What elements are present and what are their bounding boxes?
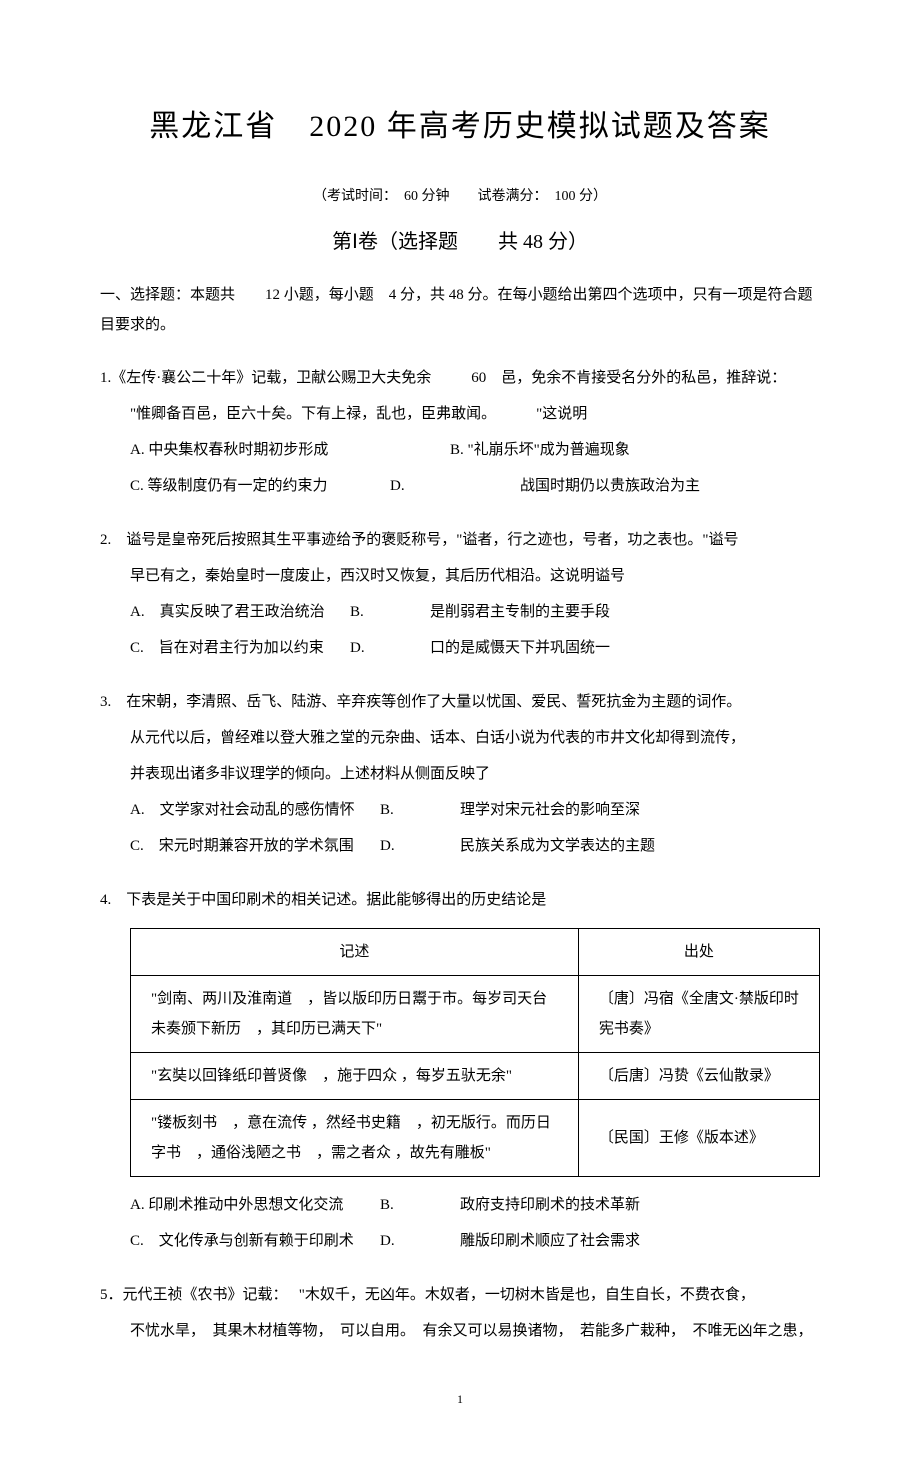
page-title: 黑龙江省 2020 年高考历史模拟试题及答案	[100, 100, 820, 154]
exam-info: （考试时间： 60 分钟 试卷满分： 100 分）	[100, 184, 820, 209]
q1-option-c: C. 等级制度仍有一定的约束力	[130, 468, 390, 504]
q1-stem-1a: 1.《左传·襄公二十年》记载，卫献公赐卫大夫免余	[100, 370, 431, 386]
q2-stem-1: 2. 谥号是皇帝死后按照其生平事迹给予的褒贬称号，"谥者，行之迹也，号者，功之表…	[100, 522, 820, 558]
q4-table-r2c1: "玄奘以回锋纸印普贤像 ，施于四众 ，每岁五驮无余"	[131, 1053, 579, 1100]
q3-option-a: A. 文学家对社会动乱的感伤情怀	[130, 792, 380, 828]
q4-table-r1c1: "剑南、两川及淮南道 ，皆以版印历日鬻于市。每岁司天台未奏颁下新历 ，其印历已满…	[131, 976, 579, 1053]
q3-option-d-text: 民族关系成为文学表达的主题	[460, 828, 655, 864]
q1-stem-2a: "惟卿备百邑，臣六十矣。下有上禄，乱也，臣弗敢闻。	[130, 406, 496, 422]
q1-option-d-text: 战国时期仍以贵族政治为主	[520, 468, 700, 504]
question-3: 3. 在宋朝，李清照、岳飞、陆游、辛弃疾等创作了大量以忧国、爱民、誓死抗金为主题…	[100, 684, 820, 864]
section-title: 第Ⅰ卷（选择题 共 48 分）	[100, 224, 820, 260]
q4-table-header-2: 出处	[578, 929, 819, 976]
question-5: 5．元代王祯《农书》记载： "木奴千，无凶年。木奴者，一切树木皆是也，自生自长，…	[100, 1277, 820, 1349]
q5-stem-2: 不忧水旱， 其果木材植等物， 可以自用。 有余又可以易换诸物， 若能多广栽种， …	[100, 1313, 820, 1349]
q4-stem: 4. 下表是关于中国印刷术的相关记述。据此能够得出的历史结论是	[100, 882, 820, 918]
q4-table-r2c2: 〔后唐〕冯贽《云仙散录》	[578, 1053, 819, 1100]
q5-stem-1: 5．元代王祯《农书》记载： "木奴千，无凶年。木奴者，一切树木皆是也，自生自长，…	[100, 1277, 820, 1313]
question-4: 4. 下表是关于中国印刷术的相关记述。据此能够得出的历史结论是 记述 出处 "剑…	[100, 882, 820, 1259]
q4-option-b-label: B.	[380, 1187, 420, 1223]
q4-table-r3c2: 〔民国〕王修《版本述》	[578, 1100, 819, 1177]
question-1: 1.《左传·襄公二十年》记载，卫献公赐卫大夫免余 60 邑，免余不肯接受名分外的私…	[100, 360, 820, 504]
q1-stem-1b: 60 邑，免余不肯接受名分外的私邑，推辞说：	[471, 370, 786, 386]
q2-option-a: A. 真实反映了君王政治统治	[130, 594, 350, 630]
q4-option-d-text: 雕版印刷术顺应了社会需求	[460, 1223, 640, 1259]
q2-stem-2: 早已有之，秦始皇时一度废止，西汉时又恢复，其后历代相沿。这说明谥号	[100, 558, 820, 594]
q3-option-b-text: 理学对宋元社会的影响至深	[460, 792, 640, 828]
q3-stem-1: 3. 在宋朝，李清照、岳飞、陆游、辛弃疾等创作了大量以忧国、爱民、誓死抗金为主题…	[100, 684, 820, 720]
page-number: 1	[100, 1389, 820, 1411]
q1-option-d-label: D.	[390, 468, 430, 504]
q4-option-a: A. 印刷术推动中外思想文化交流	[130, 1187, 380, 1223]
q4-table-r3c1: "镂板刻书 ，意在流传 ，然经书史籍 ，初无版行。而历日字书 ，通俗浅陋之书 ，…	[131, 1100, 579, 1177]
q3-option-b-label: B.	[380, 792, 420, 828]
q3-option-c: C. 宋元时期兼容开放的学术氛围	[130, 828, 380, 864]
q2-option-d-label: D.	[350, 630, 390, 666]
q1-option-b: B. "礼崩乐坏"成为普遍现象	[450, 432, 630, 468]
q2-option-c: C. 旨在对君主行为加以约束	[130, 630, 350, 666]
q3-stem-3: 并表现出诸多非议理学的倾向。上述材料从侧面反映了	[100, 756, 820, 792]
q1-stem-2b: "这说明	[536, 406, 587, 422]
q2-option-b-label: B.	[350, 594, 390, 630]
instructions: 一、选择题：本题共 12 小题，每小题 4 分，共 48 分。在每小题给出第四个…	[100, 280, 820, 340]
question-2: 2. 谥号是皇帝死后按照其生平事迹给予的褒贬称号，"谥者，行之迹也，号者，功之表…	[100, 522, 820, 666]
q3-stem-2: 从元代以后，曾经难以登大雅之堂的元杂曲、话本、白话小说为代表的市井文化却得到流传…	[100, 720, 820, 756]
q3-option-d-label: D.	[380, 828, 420, 864]
q4-table: 记述 出处 "剑南、两川及淮南道 ，皆以版印历日鬻于市。每岁司天台未奏颁下新历 …	[130, 928, 820, 1177]
q4-table-r1c2: 〔唐〕冯宿《全唐文·禁版印时宪书奏》	[578, 976, 819, 1053]
q4-option-c: C. 文化传承与创新有赖于印刷术	[130, 1223, 380, 1259]
q4-table-header-1: 记述	[131, 929, 579, 976]
q2-option-b-text: 是削弱君主专制的主要手段	[430, 594, 610, 630]
q1-option-a: A. 中央集权春秋时期初步形成	[130, 432, 450, 468]
q4-option-d-label: D.	[380, 1223, 420, 1259]
q2-option-d-text: 口的是威慑天下并巩固统一	[430, 630, 610, 666]
q4-option-b-text: 政府支持印刷术的技术革新	[460, 1187, 640, 1223]
